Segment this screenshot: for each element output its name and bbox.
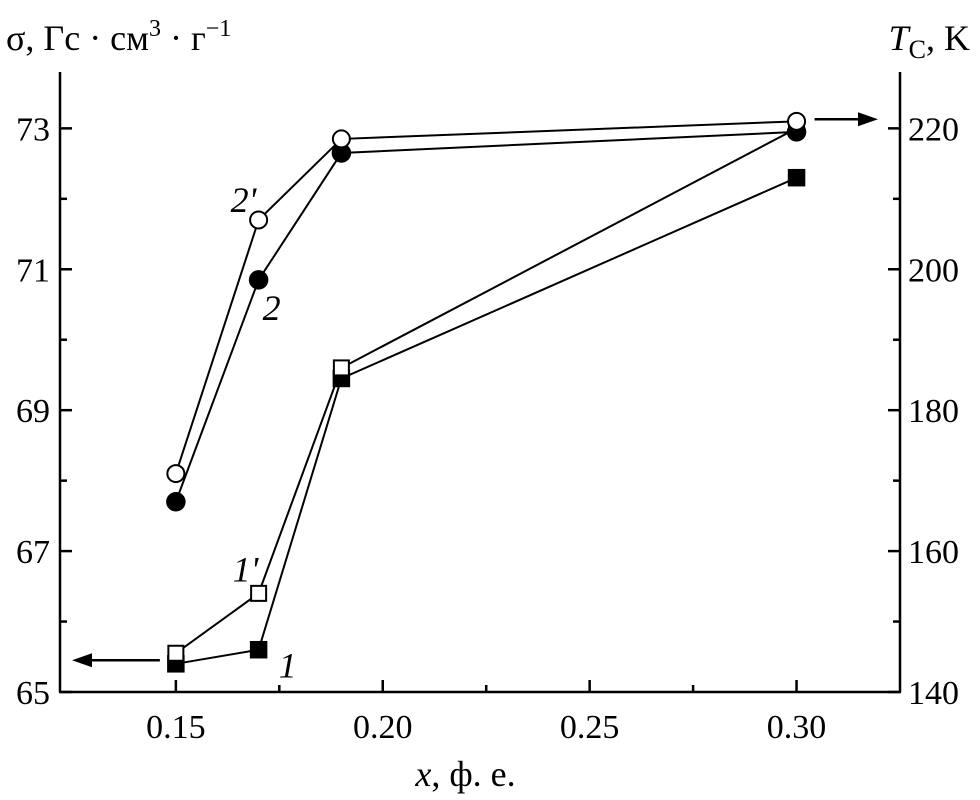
y-left-tick-label: 65 [16,675,50,712]
labels: 1 1' 2 2' [72,112,878,686]
y-left-tick-label: 67 [16,534,50,571]
data-point-2 [248,270,269,290]
data-point-2prime [166,464,186,484]
x-tick-label: 0.30 [767,709,827,746]
y-right-tick-label: 220 [908,111,959,148]
data-point-1 [249,640,268,659]
series-line-1 [175,176,797,665]
y-right-axis-title: TC, K [889,18,970,64]
data-point-2 [166,492,186,512]
data-point-2prime [331,129,351,149]
series-line-1prime [175,127,798,655]
curve-label-1: 1 [279,646,297,686]
y-right-tick-label: 160 [908,534,959,571]
curve-label-2prime: 2' [231,180,258,220]
curve-label-2: 2 [263,288,281,328]
x-tick-label: 0.20 [353,709,413,746]
series-line-2 [174,130,797,503]
series-line-2prime [174,120,797,474]
y-left-axis-title: σ, Гс · см3 · г−1 [6,16,231,58]
curve-label-1prime: 1' [233,549,260,589]
y-left-tick-label: 69 [16,393,50,430]
y-right-tick-label: 200 [908,252,959,289]
x-axis-title: x, ф. е. [414,754,515,794]
axes: 0.15 0.20 0.25 0.30656769717314016018020022… [6,16,970,794]
data-point-2prime [249,210,269,230]
y-left-tick-label: 73 [16,111,50,148]
x-tick-label: 0.15 [146,709,206,746]
data-point-1prime [332,359,350,377]
series-lines [174,120,798,665]
data-point-1prime [250,584,268,602]
y-left-tick-label: 71 [16,252,50,289]
data-point-2prime [787,111,807,131]
y-right-tick-label: 140 [908,675,959,712]
y-right-tick-label: 180 [908,393,959,430]
arrowhead-right [858,112,878,127]
data-point-1prime [167,644,185,662]
series-markers [166,111,807,673]
x-tick-label: 0.25 [560,709,620,746]
arrowhead-left [72,653,92,668]
data-point-1 [787,168,806,187]
